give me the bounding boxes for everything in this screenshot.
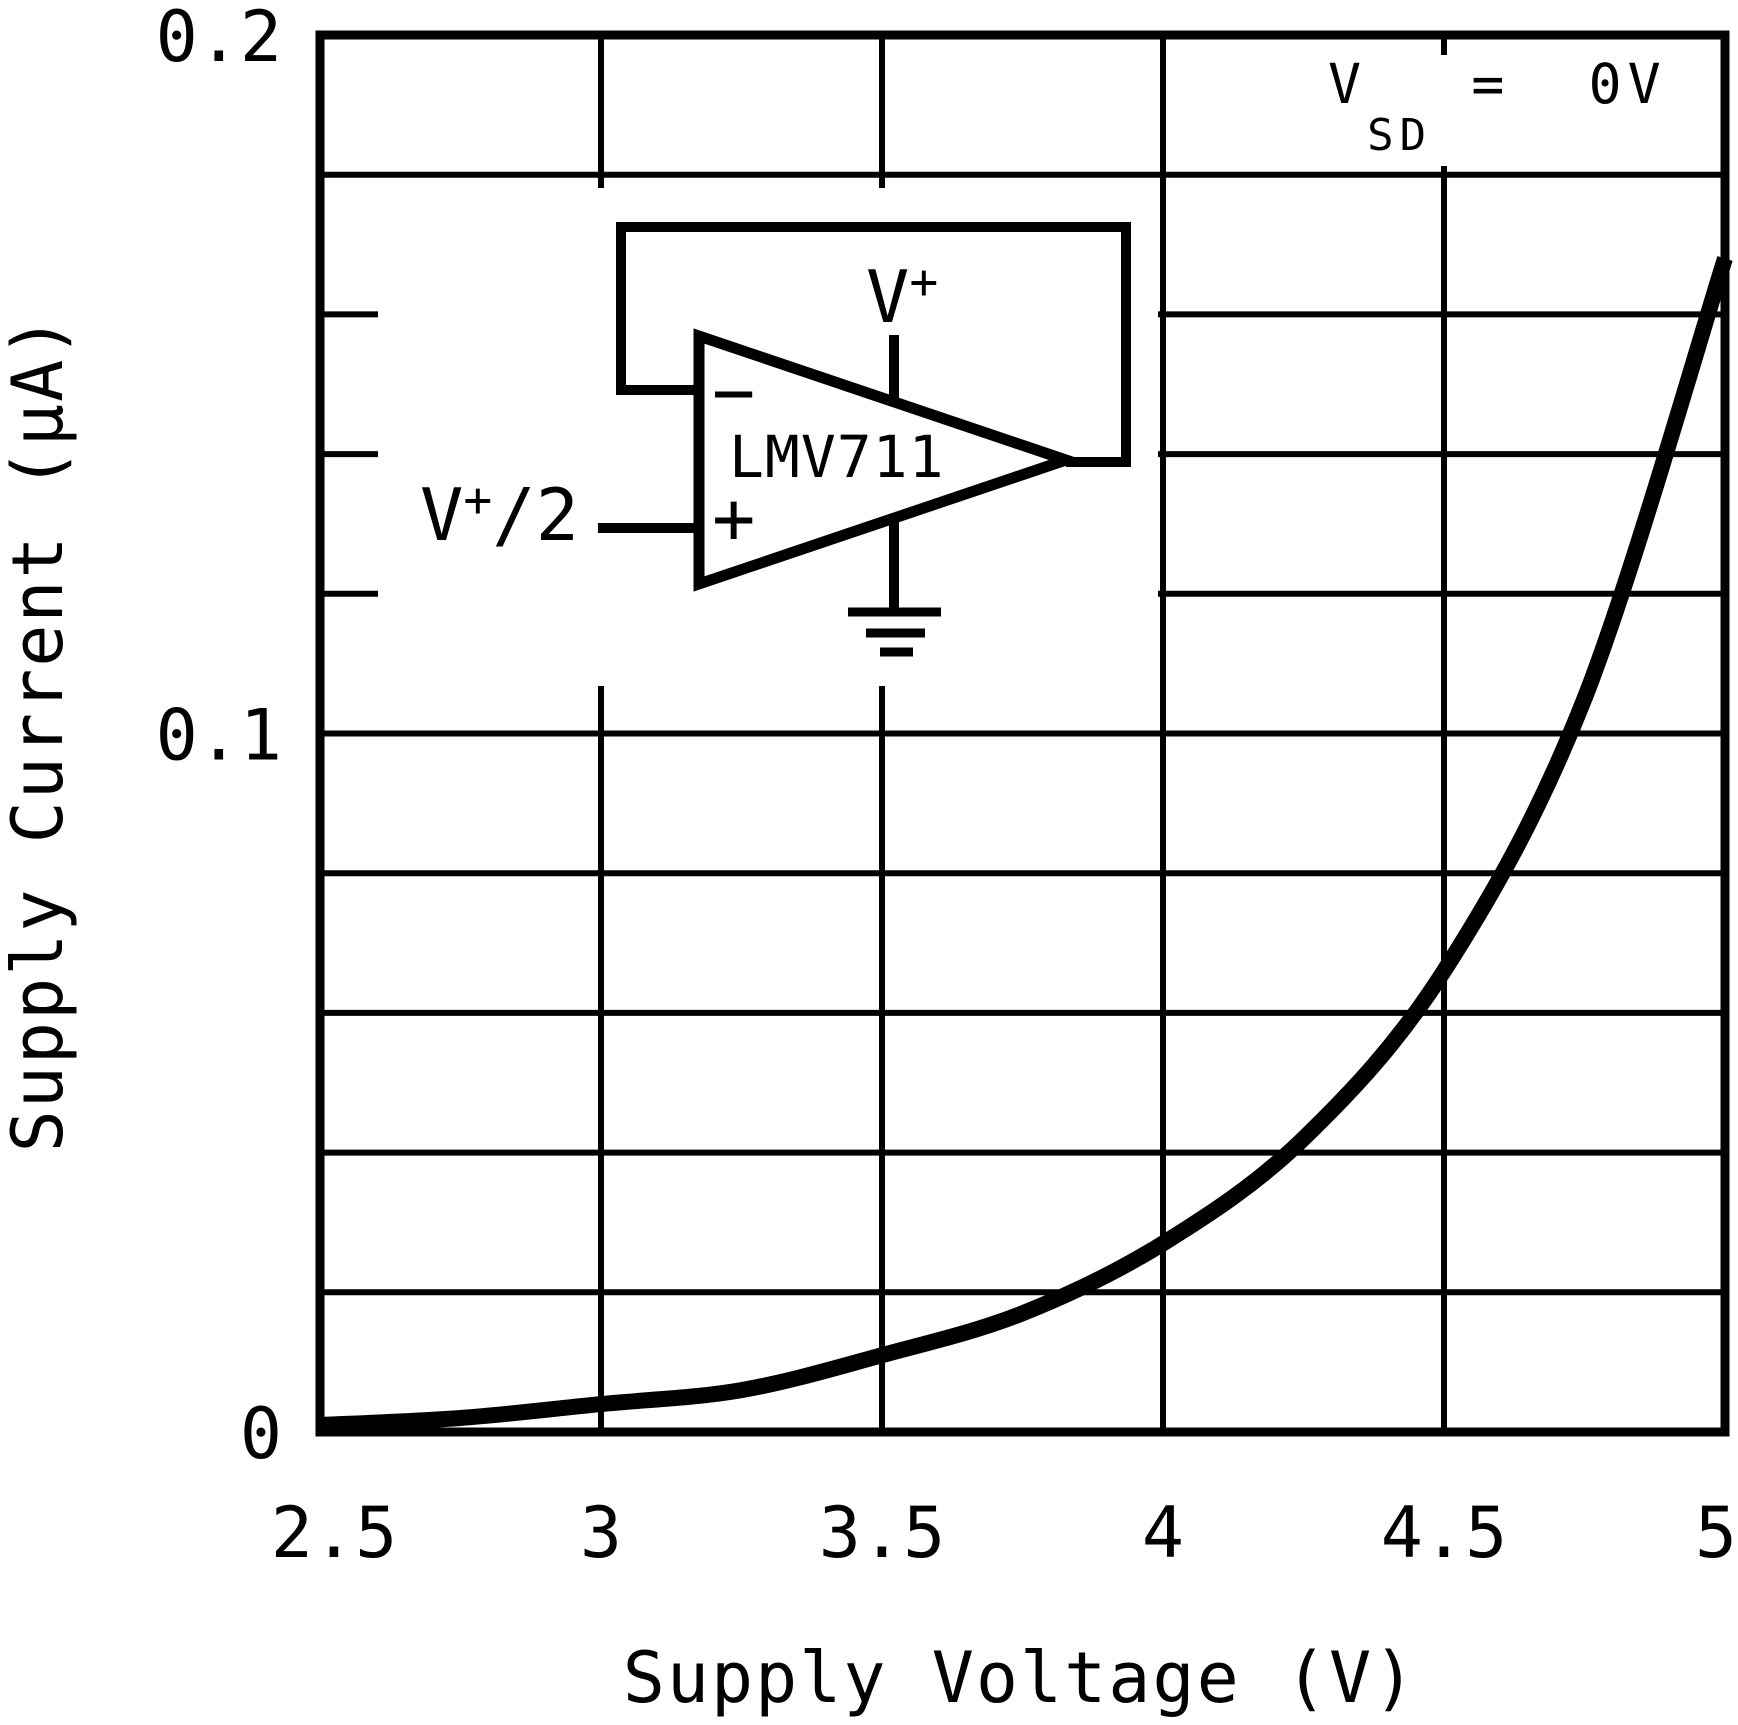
plus-input-symbol: +: [712, 476, 755, 560]
inset-background: [378, 188, 1158, 686]
vplus-label: V+: [866, 254, 938, 339]
x-tick-label: 3.5: [819, 1492, 945, 1574]
x-tick-label: 2.5: [271, 1492, 397, 1574]
y-axis-title: Supply Current (µA): [0, 314, 79, 1153]
x-tick-label: 5: [1695, 1492, 1737, 1574]
x-tick-label: 3: [580, 1492, 622, 1574]
opamp-triangle: [693, 328, 1084, 592]
annotation-background: [1335, 55, 1700, 166]
y-tick-label: 0.2: [156, 0, 282, 78]
vsd-subscript: SD: [1367, 110, 1432, 161]
x-tick-label: 4.5: [1381, 1492, 1507, 1574]
minus-input-symbol: −: [712, 350, 755, 434]
y-tick-labels: 0 0.1 0.2: [156, 0, 282, 1475]
vsd-annotation: VSD = 0V: [1328, 52, 1667, 161]
y-tick-label: 0: [240, 1393, 282, 1475]
feedback-wire: [616, 222, 1131, 467]
x-tick-label: 4: [1142, 1492, 1184, 1574]
ground-symbol: [848, 518, 941, 657]
vsd-var: V: [1328, 52, 1367, 116]
x-tick-labels: 2.5 3 3.5 4 4.5 5: [271, 1492, 1737, 1574]
supply-current-curve: [319, 256, 1733, 1433]
vsd-value: = 0V: [1432, 52, 1667, 116]
grid-occluders: [378, 55, 1700, 686]
y-tick-label: 0.1: [156, 695, 282, 777]
plot-border: [315, 30, 1730, 1437]
vplus-half-label: V+/2: [420, 472, 579, 557]
x-axis-title: Supply Voltage (V): [623, 1637, 1418, 1719]
opamp-label: LMV711: [729, 423, 945, 491]
inset-circuit: LMV711 − + V+ V+/2: [420, 222, 1131, 657]
